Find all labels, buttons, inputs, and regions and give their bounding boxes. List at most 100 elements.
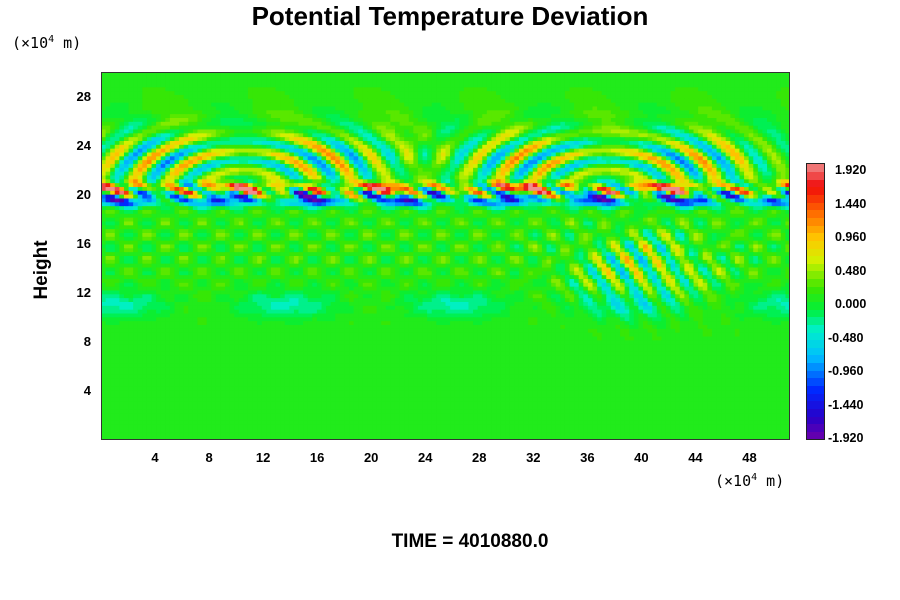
heatmap-cell	[160, 194, 166, 200]
heatmap-cell	[647, 79, 653, 85]
heatmap-cell	[454, 156, 460, 161]
heatmap-cell	[734, 148, 741, 154]
heatmap-cell	[707, 183, 713, 188]
heatmap-cell	[564, 187, 571, 192]
heatmap-cell	[220, 194, 226, 200]
heatmap-cell	[702, 167, 708, 173]
heatmap-cell	[445, 164, 451, 169]
heatmap-cell	[349, 83, 355, 88]
heatmap-cell	[133, 72, 139, 77]
heatmap-cell	[505, 79, 511, 85]
heatmap-cell	[734, 187, 741, 192]
heatmap-cell	[215, 148, 222, 154]
heatmap-cell	[675, 175, 681, 180]
heatmap-cell	[780, 144, 786, 150]
heatmap-cell	[569, 114, 575, 119]
heatmap-cell	[261, 141, 267, 146]
heatmap-cell	[367, 83, 373, 88]
heatmap-cell	[739, 114, 745, 119]
heatmap-cell	[537, 102, 543, 108]
heatmap-cell	[523, 141, 529, 146]
heatmap-cell	[376, 190, 382, 196]
heatmap-cell	[220, 106, 226, 111]
heatmap-cell	[206, 164, 212, 169]
heatmap-cell	[252, 79, 258, 85]
heatmap-cell	[225, 167, 231, 173]
heatmap-cell	[730, 110, 736, 115]
heatmap-cell	[192, 190, 199, 196]
heatmap-cell	[247, 167, 254, 173]
heatmap-cell	[601, 114, 607, 119]
heatmap-cell	[652, 121, 658, 127]
heatmap-cell	[675, 148, 681, 154]
heatmap-cell	[344, 91, 350, 96]
heatmap-cell	[275, 164, 281, 169]
heatmap-cell	[133, 187, 139, 192]
heatmap-cell	[450, 98, 456, 104]
heatmap-cell	[518, 83, 525, 88]
heatmap-cell	[587, 79, 594, 85]
heatmap-cell	[711, 106, 718, 111]
heatmap-cell	[597, 83, 603, 88]
heatmap-cell	[105, 79, 111, 85]
heatmap-cell	[711, 75, 718, 81]
heatmap-cell	[156, 129, 162, 134]
heatmap-cell	[574, 183, 580, 188]
heatmap-cell	[601, 171, 607, 177]
heatmap-cell	[436, 118, 442, 123]
heatmap-cell	[500, 144, 506, 150]
heatmap-cell	[303, 72, 309, 77]
heatmap-cell	[587, 98, 594, 104]
heatmap-cell	[578, 110, 584, 115]
heatmap-cell	[123, 87, 130, 92]
heatmap-cell	[151, 198, 157, 203]
heatmap-cell	[661, 141, 667, 146]
heatmap-cell	[284, 183, 290, 188]
heatmap-cell	[450, 175, 456, 180]
heatmap-cell	[234, 91, 240, 96]
heatmap-cell	[698, 194, 704, 200]
heatmap-cell	[601, 83, 607, 88]
heatmap-cell	[615, 141, 621, 146]
heatmap-cell	[757, 114, 764, 119]
heatmap-cell	[698, 190, 704, 196]
heatmap-cell	[518, 183, 525, 188]
heatmap-cell	[146, 167, 153, 173]
heatmap-cell	[725, 72, 731, 77]
heatmap-cell	[620, 121, 626, 127]
heatmap-cell	[165, 114, 171, 119]
heatmap-cell	[592, 152, 598, 157]
heatmap-cell	[587, 118, 594, 123]
heatmap-cell	[349, 102, 355, 108]
heatmap-cell	[114, 175, 120, 180]
heatmap-cell	[541, 148, 548, 154]
heatmap-cell	[555, 152, 561, 157]
heatmap-cell	[266, 106, 272, 111]
heatmap-cell	[702, 164, 708, 169]
heatmap-cell	[394, 118, 401, 123]
heatmap-cell	[211, 194, 217, 200]
heatmap-cell	[146, 141, 153, 146]
heatmap-cell	[643, 91, 649, 96]
heatmap-cell	[546, 102, 552, 108]
heatmap-cell	[624, 137, 630, 142]
heatmap-cell	[422, 164, 428, 169]
heatmap-cell	[183, 118, 189, 123]
heatmap-cell	[151, 125, 157, 131]
heatmap-cell	[229, 121, 235, 127]
heatmap-cell	[174, 156, 180, 161]
heatmap-cell	[119, 194, 125, 200]
heatmap-cell	[762, 179, 768, 184]
heatmap-cell	[633, 79, 640, 85]
heatmap-cell	[592, 190, 598, 196]
heatmap-cell	[730, 156, 736, 161]
heatmap-cell	[146, 190, 153, 196]
heatmap-cell	[427, 106, 433, 111]
heatmap-cell	[275, 87, 281, 92]
heatmap-cell	[780, 87, 786, 92]
heatmap-cell	[390, 148, 396, 154]
heatmap-cell	[541, 156, 548, 161]
heatmap-cell	[767, 148, 773, 154]
heatmap-cell	[358, 91, 364, 96]
heatmap-cell	[105, 102, 111, 108]
